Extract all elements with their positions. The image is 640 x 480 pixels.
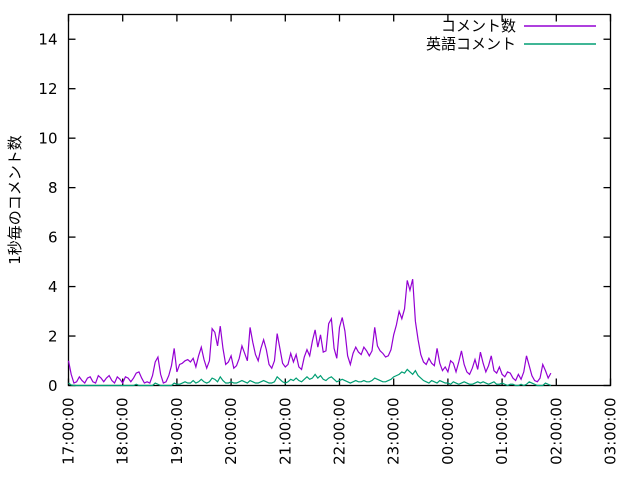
y-tick-label: 0: [48, 377, 58, 395]
y-tick-label: 10: [38, 130, 57, 148]
y-axis: 0 2 4 6 8 10 12 14: [38, 31, 611, 395]
y-tick-label: 14: [38, 31, 57, 49]
series-line-2: [68, 368, 552, 387]
x-tick-label: 17:00:00: [60, 398, 78, 465]
series-line-1: [67, 279, 552, 385]
x-tick-label: 01:00:00: [493, 398, 511, 465]
x-tick-label: 23:00:00: [385, 398, 403, 465]
y-tick-label: 4: [48, 278, 58, 296]
y-tick-label: 12: [38, 80, 57, 98]
x-tick-label: 02:00:00: [547, 398, 565, 465]
y-tick-label: 2: [48, 328, 58, 346]
y-tick-label: 8: [48, 179, 58, 197]
x-tick-label: 18:00:00: [114, 398, 132, 465]
x-tick-label: 03:00:00: [602, 398, 620, 465]
y-axis-title: 1秒毎のコメント数: [6, 135, 24, 265]
legend-label-1: コメント数: [441, 17, 516, 35]
data-series-group: [67, 279, 552, 387]
x-tick-label: 22:00:00: [331, 398, 349, 465]
y-tick-label: 6: [48, 229, 58, 247]
x-tick-label: 20:00:00: [222, 398, 240, 465]
x-tick-label: 19:00:00: [168, 398, 186, 465]
legend-label-2: 英語コメント: [426, 35, 516, 53]
x-tick-label: 21:00:00: [276, 398, 294, 465]
x-axis: 17:00:00 18:00:00 19:00:00 20:00:00 21:00:00…: [60, 14, 620, 465]
x-tick-label: 00:00:00: [439, 398, 457, 465]
